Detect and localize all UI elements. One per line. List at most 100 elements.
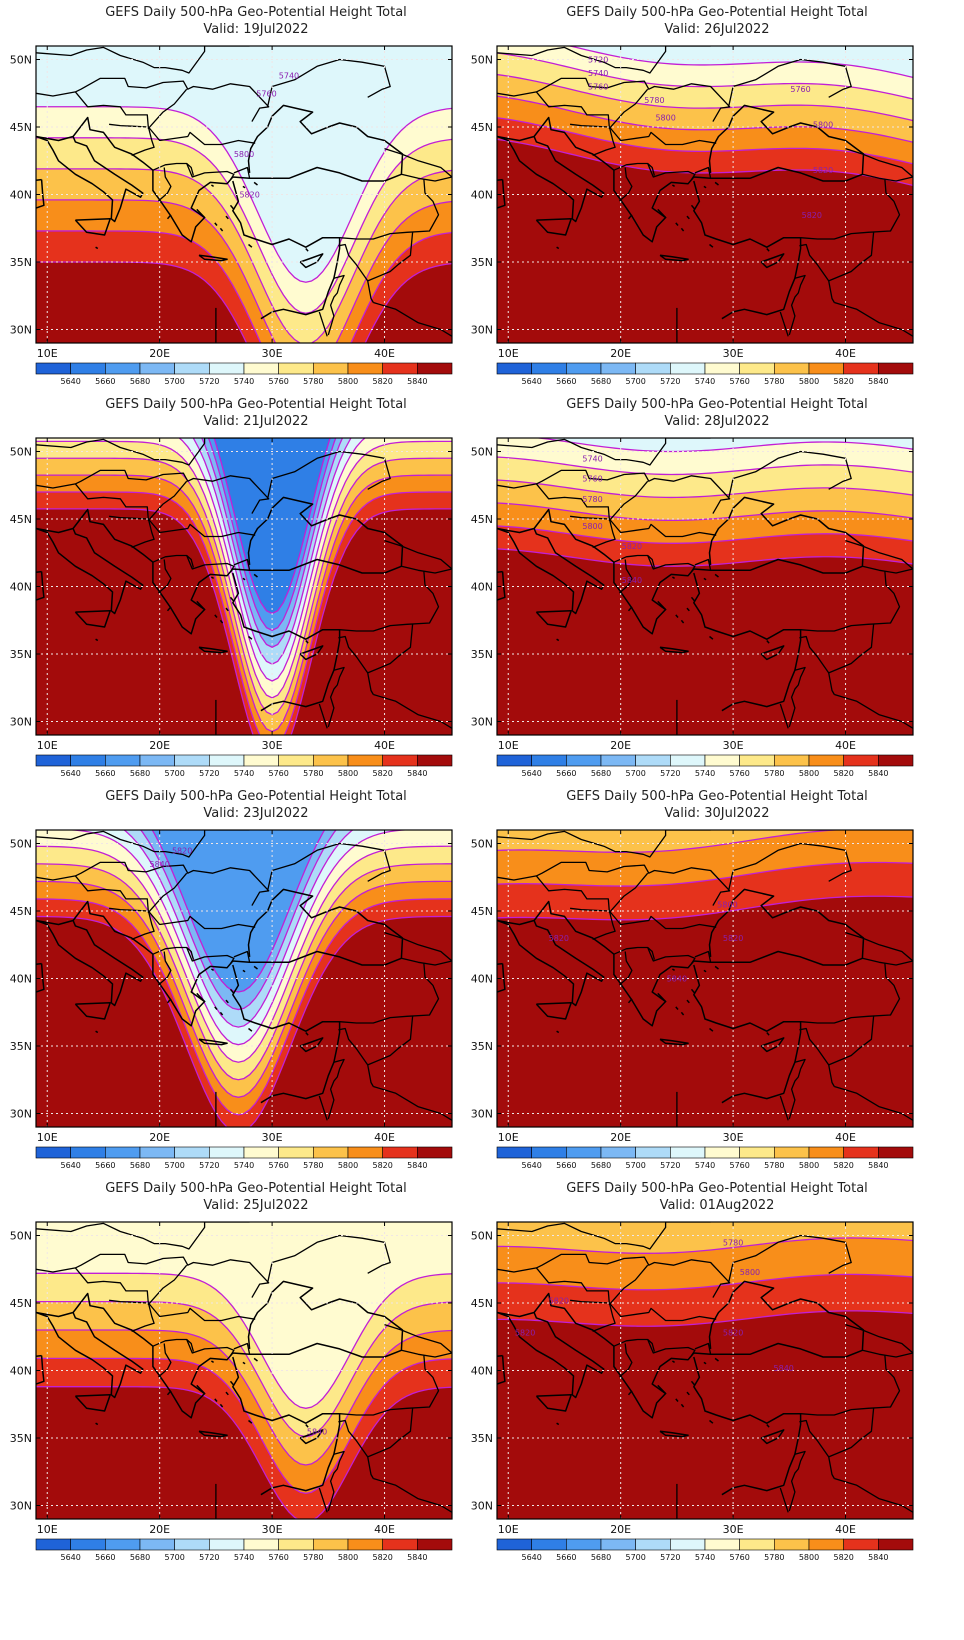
contour-line (36, 474, 452, 733)
colorbar-label: 5780 (764, 769, 784, 778)
colorbar-swatch (600, 754, 636, 767)
coastline (800, 963, 901, 1024)
coastline (159, 1343, 172, 1377)
coastline (266, 450, 391, 499)
map-panel: GEFS Daily 500-hPa Geo-Potential Height … (461, 0, 943, 410)
coastline (109, 515, 155, 549)
coastline (799, 243, 835, 303)
colorbar-swatch (704, 1146, 740, 1159)
colorbar-swatch (496, 1538, 532, 1551)
x-tick-label: 10E (37, 1131, 58, 1144)
colorbar-swatch (139, 362, 175, 375)
coastline (299, 1037, 324, 1053)
coastline (714, 965, 719, 970)
coastline (36, 888, 404, 1027)
coastline (657, 600, 667, 611)
y-tick-label: 30N (471, 324, 493, 337)
panel-valid-date: Valid: 19Jul2022 (203, 22, 309, 37)
colorbar-label: 5660 (95, 1553, 115, 1562)
y-tick-label: 35N (10, 1040, 32, 1053)
coastline (166, 1390, 172, 1396)
colorbar-swatch (774, 1538, 810, 1551)
coastline (535, 218, 572, 236)
coastline (152, 946, 195, 960)
height-band (497, 896, 913, 1127)
coastline (196, 600, 206, 611)
contour-line (123, 830, 354, 1028)
contour-line (192, 438, 352, 665)
coastline (690, 596, 696, 602)
coastline (714, 573, 719, 578)
contour-line (497, 548, 913, 567)
panel-title: GEFS Daily 500-hPa Geo-Potential Height … (105, 789, 407, 804)
coastline (779, 1487, 789, 1513)
y-tick-label: 35N (10, 1432, 32, 1445)
coastline (210, 968, 215, 972)
coastline (828, 1016, 875, 1066)
panel-title: GEFS Daily 500-hPa Geo-Potential Height … (566, 397, 868, 412)
contour-line (497, 795, 913, 819)
coastline (318, 311, 328, 337)
colorbar-swatch (278, 1538, 314, 1551)
x-tick-label: 10E (498, 347, 519, 360)
x-tick-label: 20E (149, 1523, 170, 1536)
coastline (834, 1477, 913, 1513)
contour-label: 5740 (279, 72, 299, 81)
coastline (497, 888, 865, 1027)
coastline (535, 872, 649, 914)
x-tick-label: 20E (610, 739, 631, 752)
y-tick-label: 45N (471, 905, 493, 918)
coastline (760, 1037, 785, 1053)
coastline (242, 1361, 246, 1365)
y-tick-label: 35N (10, 648, 32, 661)
contour-label: 5800 (740, 1268, 760, 1277)
contour-label: 5840 (307, 1427, 327, 1436)
coastline (74, 88, 188, 130)
colorbar-label: 5840 (407, 377, 427, 386)
colorbar-label: 5780 (764, 1161, 784, 1170)
coastline (147, 910, 256, 930)
coastline (36, 77, 270, 122)
coastline (367, 1408, 414, 1458)
coastline (248, 1419, 253, 1424)
colorbar-swatch (600, 1538, 636, 1551)
contour-line (497, 52, 913, 100)
coastline (196, 992, 206, 1003)
contour-label: 5820 (239, 191, 259, 200)
y-tick-label: 40N (471, 581, 493, 594)
colorbar-swatch (808, 754, 844, 767)
colorbar-swatch (417, 1538, 453, 1551)
contour-line (497, 138, 913, 187)
contour-label: 5740 (588, 69, 608, 78)
map-panel: GEFS Daily 500-hPa Geo-Potential Height … (461, 392, 943, 802)
coastline (74, 480, 188, 522)
colorbar-label: 5700 (164, 1553, 184, 1562)
coastline (627, 214, 633, 220)
coastline (535, 480, 649, 522)
contour-label: 5720 (588, 56, 608, 65)
coastline (198, 1430, 228, 1438)
colorbar-swatch (739, 754, 775, 767)
coastline (497, 104, 865, 243)
coastline (384, 147, 452, 182)
coastline (671, 184, 676, 188)
coastline (709, 243, 714, 248)
coastline (556, 1030, 560, 1034)
y-tick-label: 30N (10, 324, 32, 337)
contour-line (36, 898, 452, 1116)
colorbar-label: 5800 (338, 769, 358, 778)
colorbar-swatch (670, 1146, 706, 1159)
coastline (229, 988, 235, 994)
coastline (95, 1422, 99, 1426)
coastline (497, 1280, 865, 1419)
coastline (210, 1360, 215, 1364)
colorbar-swatch (243, 362, 279, 375)
coastline (694, 166, 712, 179)
colorbar-label: 5780 (303, 1553, 323, 1562)
coastline (219, 1011, 224, 1016)
coastline (74, 1002, 111, 1020)
coastline (690, 1380, 696, 1386)
colorbar-swatch (496, 362, 532, 375)
coastline (620, 559, 633, 593)
coastline (305, 248, 309, 252)
